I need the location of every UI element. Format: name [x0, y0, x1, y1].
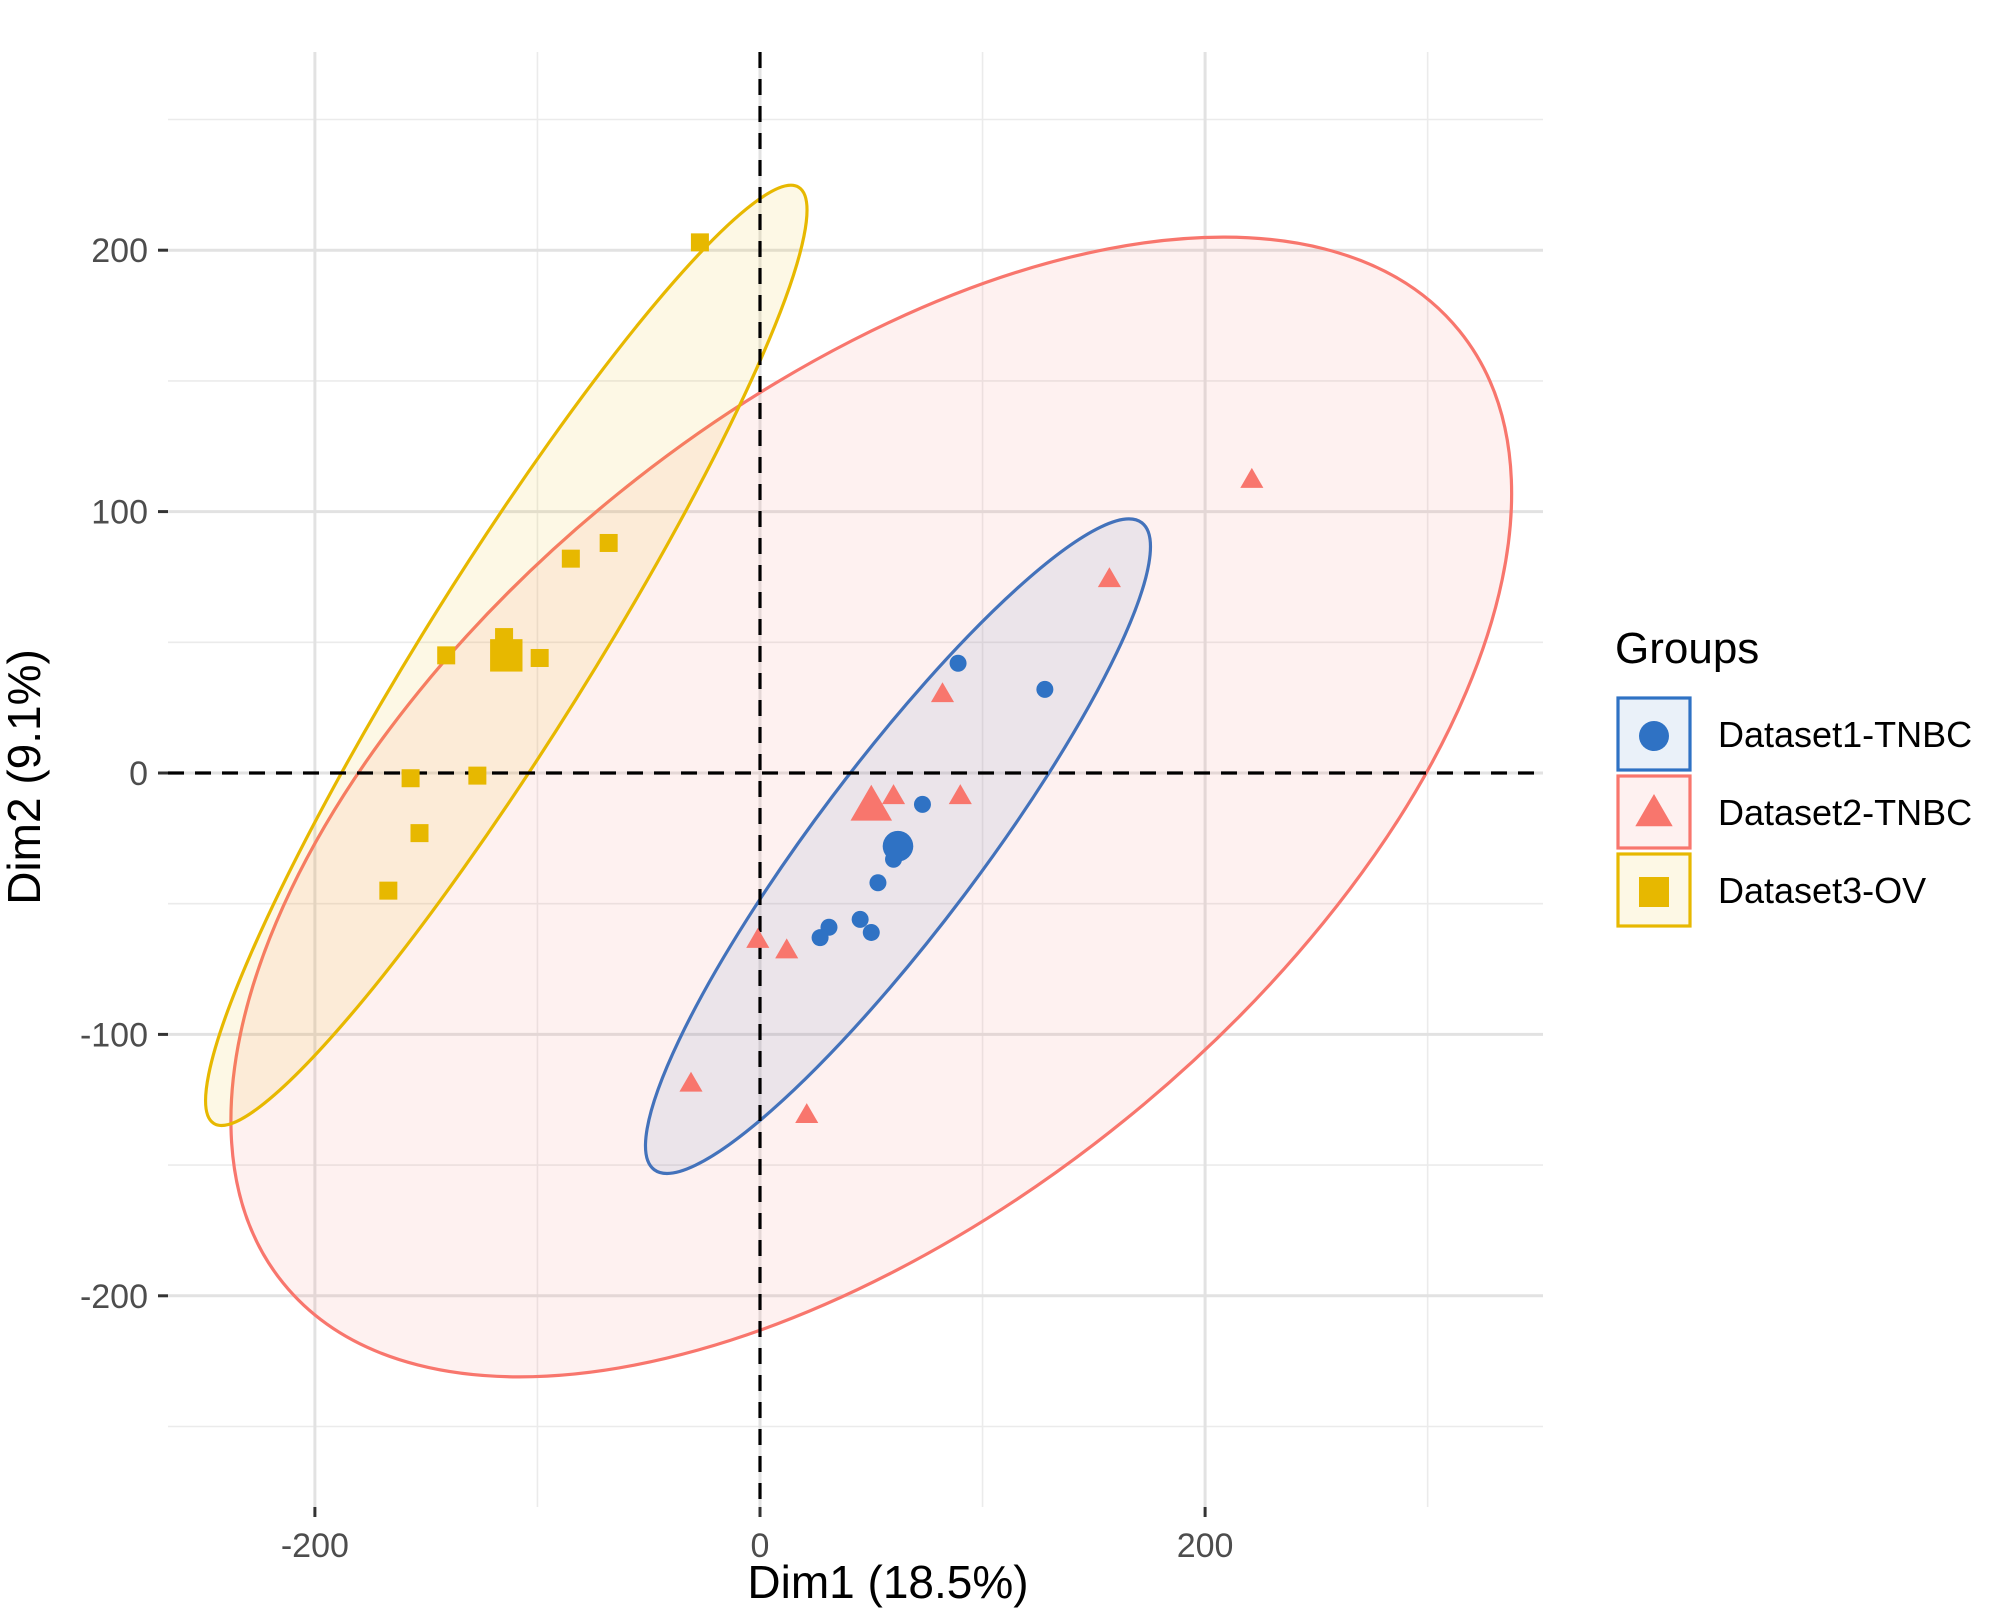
y-tick-label: -200	[80, 1278, 148, 1316]
grid-major	[168, 52, 1543, 1507]
data-point	[795, 1103, 819, 1124]
data-point	[530, 648, 549, 667]
x-tick-label: -200	[281, 1527, 349, 1565]
centroid-point	[850, 784, 893, 821]
x-tick-label: 0	[751, 1527, 770, 1565]
y-tick-label: 100	[91, 494, 148, 532]
legend-label: Dataset2-TNBC	[1718, 792, 1972, 833]
data-point	[811, 929, 829, 947]
y-axis-title: Dim2 (9.1%)	[0, 649, 50, 905]
data-point	[561, 549, 580, 568]
x-axis-title: Dim1 (18.5%)	[747, 1556, 1028, 1608]
data-point	[690, 233, 709, 252]
data-point	[775, 938, 799, 959]
data-point	[410, 824, 429, 843]
triangle-icon	[1635, 793, 1673, 827]
data-point	[379, 881, 398, 900]
data-point	[948, 784, 972, 805]
square-icon	[1639, 877, 1669, 907]
data-point	[949, 654, 967, 672]
legend-label: Dataset3-OV	[1718, 870, 1926, 911]
circle-icon	[1639, 721, 1669, 751]
legend-title: Groups	[1615, 624, 1759, 673]
centroid-point	[882, 830, 914, 862]
y-tick-label: 0	[129, 755, 148, 793]
data-point	[881, 784, 906, 805]
y-tick-label: 200	[91, 232, 148, 270]
group-centroids	[490, 639, 914, 862]
data-point	[862, 923, 880, 941]
data-point	[437, 646, 456, 665]
data-point	[679, 1071, 703, 1092]
data-point	[401, 769, 420, 788]
data-point	[468, 766, 487, 785]
centroid-point	[490, 639, 523, 672]
data-point	[746, 927, 770, 948]
data-point	[913, 795, 931, 813]
grid-minor	[168, 52, 1543, 1507]
legend: Groups Dataset1-TNBC Dataset2-TNBC Dataset…	[1615, 624, 1972, 928]
x-tick-label: 200	[1177, 1527, 1234, 1565]
data-point	[1097, 567, 1121, 588]
axes: -200 0 200 200 100 0 -100 -200	[80, 232, 1234, 1565]
data-point	[1036, 680, 1054, 698]
reference-lines	[168, 52, 1543, 1507]
data-point	[851, 910, 869, 928]
data-point	[930, 682, 955, 703]
data-point	[599, 533, 618, 552]
data-point	[869, 874, 887, 892]
y-tick-label: -100	[80, 1016, 148, 1054]
data-point	[1240, 467, 1264, 488]
legend-label: Dataset1-TNBC	[1718, 714, 1972, 755]
